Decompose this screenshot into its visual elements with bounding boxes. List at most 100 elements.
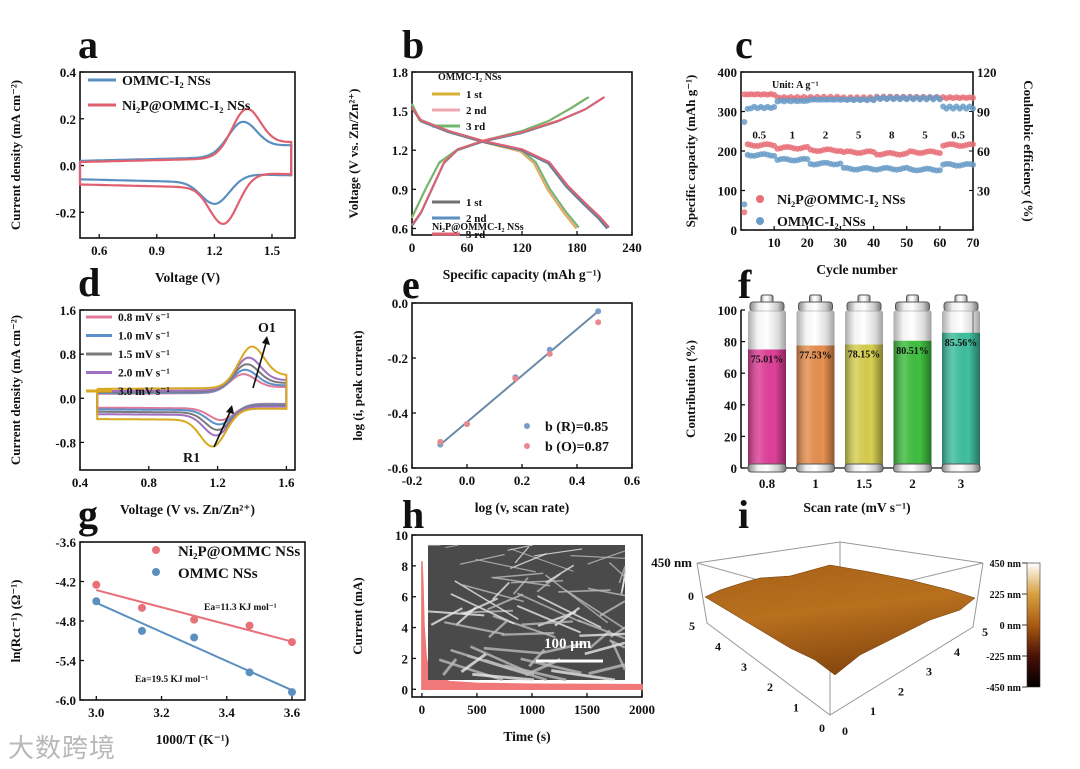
panel-letter-i: i xyxy=(738,492,749,537)
x-tick-label: 0 xyxy=(419,702,426,717)
x-tick-label: 40 xyxy=(867,235,880,250)
value-label: 85.56% xyxy=(945,338,978,349)
legend-label: 1 st xyxy=(466,197,483,209)
y-tick-label: 1.8 xyxy=(392,65,409,80)
panel-h: 0 500 1000 1500 2000 0 2 4 6 8 10 Time (s) Current (… xyxy=(350,528,655,744)
y-tick-label: 100 xyxy=(718,184,738,199)
y-tick-label: -4.2 xyxy=(55,575,76,590)
rate-label: 8 xyxy=(889,129,895,141)
data-point xyxy=(245,621,254,630)
arrow-o1 xyxy=(252,342,267,389)
data-point xyxy=(92,580,101,589)
x-tick-label: 1500 xyxy=(574,702,600,717)
nanowire xyxy=(537,595,602,629)
nanowire xyxy=(516,592,582,623)
nanowire xyxy=(472,672,535,682)
y-tick-label: 1.2 xyxy=(392,143,408,158)
nanowire xyxy=(454,580,519,620)
capacity-point xyxy=(936,167,943,174)
nanowire xyxy=(587,550,626,565)
y-tick-label: -5.4 xyxy=(55,654,76,669)
activation-energy-label: Ea=19.5 KJ mol⁻¹ xyxy=(135,675,208,685)
nanowire xyxy=(510,552,547,570)
nanowire xyxy=(430,607,463,626)
nanowire xyxy=(492,581,510,601)
x-tick-label: 3.0 xyxy=(88,705,104,720)
data-point xyxy=(287,638,296,647)
annotation-r1: R1 xyxy=(183,451,200,466)
legend-label: 1 st xyxy=(466,89,483,101)
x-tick-label: 1 xyxy=(870,704,876,718)
legend-label: 0.8 mV s⁻¹ xyxy=(118,312,170,324)
nanowire xyxy=(545,564,575,584)
charge-curve xyxy=(411,96,589,218)
y-tick-label: 0.0 xyxy=(392,296,408,311)
x-tick-label: 3 xyxy=(926,665,932,679)
y-tick-label: 4 xyxy=(402,621,409,636)
y-tick-label: 80 xyxy=(724,335,737,350)
colorbar-label: -450 nm xyxy=(986,683,1021,694)
capacity-point xyxy=(970,161,976,168)
y-tick-label: 8 xyxy=(402,559,409,574)
x-axis-label: Specific capacity (mAh g⁻¹) xyxy=(443,267,602,282)
x-tick-label: 0.2 xyxy=(514,473,530,488)
nanowire xyxy=(462,584,525,603)
data-point xyxy=(287,688,296,697)
y-tick-label: -0.2 xyxy=(387,351,408,366)
y-tick-label: 1 xyxy=(793,701,799,715)
legend-label: b (R)=0.85 xyxy=(545,420,608,435)
battery-base xyxy=(747,463,787,473)
nanowire xyxy=(579,632,626,637)
panel-letter-e: e xyxy=(402,262,420,307)
nanowire xyxy=(514,546,530,564)
x-tick-label: 0.6 xyxy=(91,243,108,258)
y-tick-label: 5 xyxy=(689,619,695,633)
y-tick-label: 60 xyxy=(724,366,737,381)
x-tick-label: 1 xyxy=(812,476,819,491)
y-tick-label: 100 xyxy=(718,303,738,318)
y-tick-label: -0.6 xyxy=(387,461,408,476)
nanowire xyxy=(492,615,556,639)
nanowire xyxy=(620,576,626,595)
x-tick-label: 1.6 xyxy=(278,475,295,490)
nanowire xyxy=(520,657,582,675)
y-axis-label: Voltage (V vs. Zn/Zn²⁺) xyxy=(346,89,361,219)
current-trace xyxy=(421,561,643,691)
legend-label: 1.5 mV s⁻¹ xyxy=(118,349,170,361)
x-axis-label: 1000/T (K⁻¹) xyxy=(156,732,230,747)
y-tick-label: 0.9 xyxy=(392,182,409,197)
panel-c: 10 20 30 40 50 60 70 0 100 200 300 400 Cycle number S… xyxy=(683,65,1036,277)
x-tick-label: 0.8 xyxy=(759,476,776,491)
y-tick-label: 3 xyxy=(741,660,747,674)
panel-letter-c: c xyxy=(735,22,753,67)
y-tick-label: 0.6 xyxy=(392,221,409,236)
ce-point xyxy=(936,96,943,103)
x-axis-label: Cycle number xyxy=(816,262,897,277)
bar-shading xyxy=(796,345,835,466)
y-axis-label: Contribution (%) xyxy=(683,340,698,438)
rate-label: 0.5 xyxy=(752,129,766,141)
nanowire xyxy=(488,618,510,639)
y-tick-label: 4 xyxy=(715,639,721,653)
discharge-curve xyxy=(411,106,610,229)
y-tick-label: -0.8 xyxy=(55,435,76,450)
cv-curve xyxy=(96,345,288,448)
y-tick-label: 1.6 xyxy=(60,303,77,318)
data-point xyxy=(512,375,519,382)
value-label: 75.01% xyxy=(751,354,784,365)
legend-title: OMMC-I₂ NSs xyxy=(438,72,501,83)
plot-frame xyxy=(79,71,296,239)
unit-note: Unit: A g⁻¹ xyxy=(772,80,819,91)
arrowhead xyxy=(262,336,270,345)
nanowire xyxy=(608,562,626,578)
x-tick-label: 10 xyxy=(768,235,781,250)
plot-frame xyxy=(79,309,296,471)
rate-label: 0.5 xyxy=(951,129,965,141)
y-tick-label: -0.4 xyxy=(387,406,408,421)
legend-marker xyxy=(524,443,530,449)
legend-label: OMMC NSs xyxy=(178,566,258,582)
y2-tick-label: 120 xyxy=(977,65,997,80)
x-tick-label: 60 xyxy=(933,235,946,250)
data-point xyxy=(245,668,254,677)
